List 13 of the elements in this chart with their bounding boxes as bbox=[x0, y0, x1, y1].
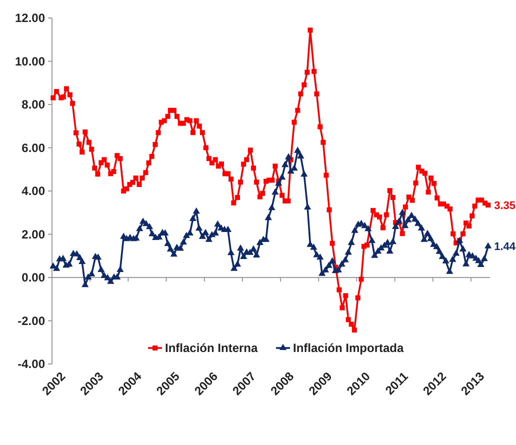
legend-label: Inflación Importada bbox=[293, 341, 404, 356]
y-tick-label: 4.00 bbox=[22, 184, 46, 198]
y-tick-label: 12.00 bbox=[14, 11, 46, 26]
annotation: 3.35 bbox=[494, 200, 516, 212]
y-tick-label: 8.00 bbox=[22, 98, 46, 112]
annotation: 1.44 bbox=[494, 241, 516, 254]
legend-label: Inflación Interna bbox=[165, 341, 258, 356]
y-tick-label: 6.00 bbox=[22, 140, 46, 155]
y-tick-label: 10.00 bbox=[14, 54, 46, 68]
y-tick-label: -2.00 bbox=[18, 314, 46, 328]
y-tick-label: -4.00 bbox=[18, 357, 46, 372]
y-tick-label: 2.00 bbox=[22, 227, 46, 242]
y-tick-label: 0.00 bbox=[22, 270, 46, 285]
